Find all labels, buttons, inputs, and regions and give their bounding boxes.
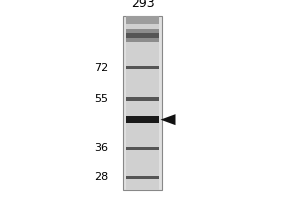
Bar (126, 147, 159, 150)
Text: 293: 293 (131, 0, 154, 10)
Bar (126, 116, 159, 123)
Bar (126, 176, 159, 179)
Bar (126, 16, 159, 24)
Bar (126, 33, 159, 38)
Text: 72: 72 (94, 63, 108, 73)
Polygon shape (160, 114, 175, 125)
Text: 28: 28 (94, 172, 108, 182)
Bar (126, 29, 159, 42)
Bar (126, 16, 159, 190)
Text: 36: 36 (94, 143, 108, 153)
Bar (126, 97, 159, 101)
Bar (126, 66, 159, 69)
Text: 55: 55 (94, 94, 108, 104)
Bar (123, 16, 162, 190)
